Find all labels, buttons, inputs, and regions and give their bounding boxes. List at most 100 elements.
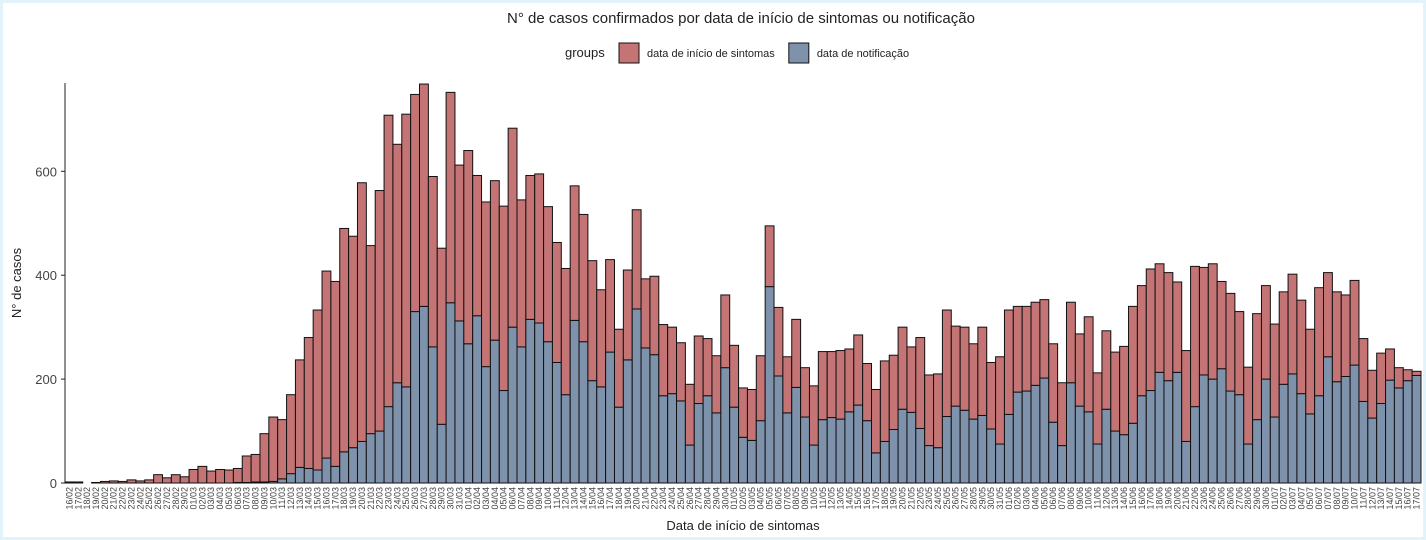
bar-segment xyxy=(365,433,376,484)
x-tick-label: 05/07 xyxy=(1305,487,1315,510)
bar-segment xyxy=(277,478,288,484)
x-tick-label: 12/04 xyxy=(561,487,571,510)
bar-segment xyxy=(401,386,412,484)
chart: N° de casos confirmados por data de iníc… xyxy=(9,10,1422,533)
bar-segment xyxy=(1190,406,1200,484)
bar-segment xyxy=(587,380,598,484)
bar-segment xyxy=(419,83,429,307)
x-tick-label: 02/06 xyxy=(1013,487,1023,510)
x-tick-label: 01/07 xyxy=(1270,487,1280,510)
x-tick-label: 19/04 xyxy=(623,487,633,510)
bar-segment xyxy=(1190,265,1200,408)
x-tick-label: 11/03 xyxy=(277,487,287,509)
bar-segment xyxy=(631,308,642,484)
x-tick-label: 06/06 xyxy=(1048,487,1058,510)
x-tick-label: 29/06 xyxy=(1252,487,1262,510)
bar-segment xyxy=(1048,343,1059,423)
bar-segment xyxy=(800,416,810,484)
bar-segment xyxy=(356,440,367,484)
bar-segment xyxy=(764,286,775,484)
bar-segment xyxy=(693,403,704,484)
bar-segment xyxy=(649,354,660,484)
bar-segment xyxy=(596,386,607,484)
x-tick-label: 16/06 xyxy=(1137,487,1147,510)
bar-segment xyxy=(268,416,279,482)
x-tick-label: 25/04 xyxy=(676,487,686,510)
bar-segment xyxy=(853,334,864,406)
bar-segment xyxy=(383,406,394,484)
x-tick-label: 13/06 xyxy=(1110,487,1120,510)
x-tick-label: 17/05 xyxy=(871,487,881,510)
x-tick-label: 14/06 xyxy=(1119,487,1129,510)
bar-segment xyxy=(640,347,651,484)
bar-segment xyxy=(1101,330,1112,410)
bar-segment xyxy=(436,247,447,425)
x-tick-label: 28/05 xyxy=(968,487,978,510)
bar-segment xyxy=(906,411,917,484)
x-tick-label: 16/05 xyxy=(862,487,872,510)
bar-segment xyxy=(773,306,784,377)
y-axis-label: N° de casos xyxy=(9,247,24,318)
bar-segment xyxy=(498,205,509,392)
bar-segment xyxy=(1305,328,1316,415)
bar-segment xyxy=(613,406,624,484)
bar-segment xyxy=(1349,364,1360,484)
bar-segment xyxy=(986,428,997,484)
bar-segment xyxy=(578,213,589,343)
bar-segment xyxy=(489,339,500,484)
x-tick-label: 05/03 xyxy=(224,487,234,510)
bar-segment xyxy=(631,209,642,310)
bar-segment xyxy=(1172,281,1183,373)
bar-segment xyxy=(1110,430,1121,484)
bar-segment xyxy=(91,481,101,484)
x-tick-label: 11/07 xyxy=(1358,487,1368,509)
x-tick-label: 18/03 xyxy=(339,487,349,510)
x-tick-label: 23/04 xyxy=(658,487,668,510)
x-tick-label: 08/03 xyxy=(251,487,261,510)
bar-segment xyxy=(1083,316,1094,413)
bar-segment xyxy=(153,474,163,484)
x-tick-label: 14/04 xyxy=(578,487,588,510)
bar-segment xyxy=(995,443,1005,484)
x-tick-label: 12/03 xyxy=(286,487,296,510)
x-tick-label: 15/04 xyxy=(587,487,597,510)
bar-segment xyxy=(1411,374,1422,484)
x-tick-label: 08/05 xyxy=(791,487,801,510)
bar-segment xyxy=(968,343,979,420)
x-tick-label: 23/05 xyxy=(924,487,934,510)
bar-segment xyxy=(1057,382,1067,447)
bar-segment xyxy=(1278,291,1289,385)
bar-segment xyxy=(844,411,855,484)
bar-segment xyxy=(445,302,456,484)
x-tick-label: 29/02 xyxy=(180,487,190,510)
x-tick-label: 10/06 xyxy=(1084,487,1094,510)
bar-segment xyxy=(445,91,456,304)
bar-segment xyxy=(410,311,421,484)
x-tick-label: 02/07 xyxy=(1279,487,1289,510)
x-tick-label: 28/02 xyxy=(171,487,181,510)
bar-segment xyxy=(800,367,810,418)
x-tick-label: 27/02 xyxy=(162,487,172,510)
bar-segment xyxy=(702,395,713,484)
x-tick-label: 26/02 xyxy=(153,487,163,510)
bar-segment xyxy=(684,383,695,446)
bar-segment xyxy=(1057,445,1067,484)
bar-segment xyxy=(933,447,943,484)
x-tick-label: 14/07 xyxy=(1385,487,1395,510)
bar-segment xyxy=(1331,291,1342,383)
x-tick-label: 18/06 xyxy=(1155,487,1165,510)
bar-segment xyxy=(835,350,846,420)
x-tick-label: 20/06 xyxy=(1172,487,1182,510)
bar-segment xyxy=(773,375,784,484)
bar-segment xyxy=(330,280,341,467)
bar-segment xyxy=(1154,371,1165,484)
bar-segment xyxy=(817,351,828,421)
bar-segment xyxy=(170,474,181,484)
bar-segment xyxy=(933,373,943,449)
bar-segment xyxy=(1305,413,1316,484)
bar-segment xyxy=(817,419,828,484)
bar-segment xyxy=(764,225,775,288)
x-tick-label: 22/03 xyxy=(375,487,385,510)
bar-segment xyxy=(1074,405,1085,484)
x-tick-label: 21/03 xyxy=(366,487,376,510)
